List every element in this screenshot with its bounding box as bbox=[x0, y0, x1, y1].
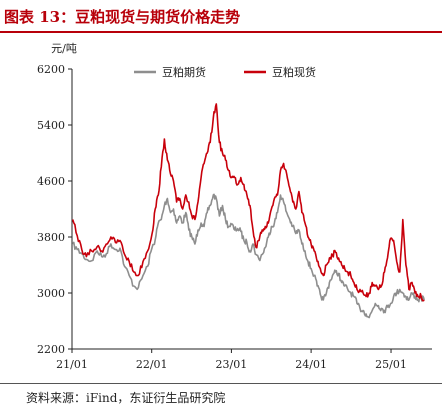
y-tick-label: 3800 bbox=[37, 231, 65, 244]
y-tick-label: 4600 bbox=[37, 175, 65, 188]
y-unit-label: 元/吨 bbox=[51, 42, 77, 55]
series-line-spot bbox=[71, 103, 425, 302]
legend-item-futures: 豆粕期货 bbox=[134, 65, 206, 79]
y-tick-label: 6200 bbox=[37, 63, 65, 76]
title-underline bbox=[0, 31, 442, 33]
source-divider bbox=[0, 383, 442, 384]
chart-axes: 元/吨 2200 3000 3800 4600 5400 6200 21/01 22/01 23/… bbox=[37, 42, 432, 370]
price-line-chart: 元/吨 2200 3000 3800 4600 5400 6200 21/01 22/01 23/… bbox=[37, 42, 432, 370]
x-tick-label: 23/01 bbox=[216, 358, 248, 370]
legend-label-spot: 豆粕现货 bbox=[272, 65, 316, 79]
figure-title: 图表 13：豆粕现货与期货价格走势 bbox=[4, 8, 241, 26]
chart-series bbox=[71, 103, 425, 319]
x-tick-label: 24/01 bbox=[295, 358, 327, 370]
legend-item-spot: 豆粕现货 bbox=[244, 65, 316, 79]
y-tick-label: 5400 bbox=[37, 119, 65, 132]
x-tick-label: 21/01 bbox=[56, 358, 88, 370]
source-note: 资料来源：iFind，东证衍生品研究院 bbox=[26, 391, 226, 405]
y-tick-label: 3000 bbox=[37, 287, 65, 300]
chart-legend: 豆粕期货 豆粕现货 bbox=[134, 65, 316, 79]
x-tick-label: 25/01 bbox=[375, 358, 407, 370]
x-tick-label: 22/01 bbox=[136, 358, 168, 370]
y-tick-label: 2200 bbox=[37, 343, 65, 356]
legend-label-futures: 豆粕期货 bbox=[162, 65, 206, 79]
series-line-futures bbox=[72, 193, 425, 319]
